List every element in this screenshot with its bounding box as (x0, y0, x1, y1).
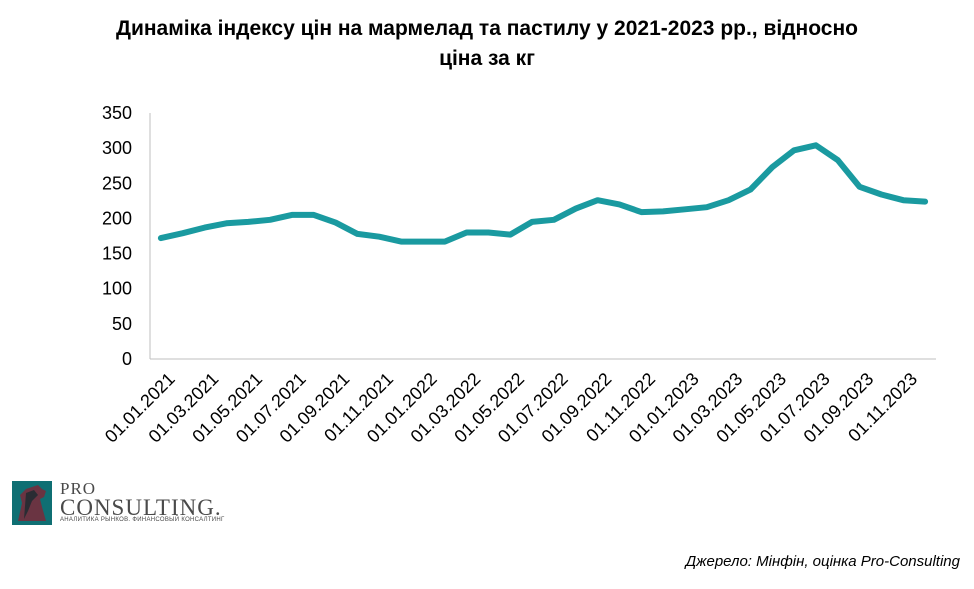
chart-title-line-2: ціна за кг (439, 47, 535, 70)
logo-tagline: АНАЛИТИКА РЫНКОВ. ФИНАНСОВЫЙ КОНСАЛТИНГ (60, 517, 225, 523)
series-line (157, 142, 929, 245)
horse-logo-icon (12, 481, 52, 525)
y-tick-label: 250 (102, 173, 132, 193)
y-tick-label: 0 (122, 349, 132, 369)
y-axis: 0 50 100 150 200 250 300 350 (102, 103, 151, 369)
chart-title-line-1: Динаміка індексу цін на мармелад та паст… (116, 17, 858, 40)
y-tick-label: 200 (102, 208, 132, 228)
x-axis: 01.01.202101.03.202101.05.202101.07.2021… (101, 358, 936, 447)
y-tick-label: 100 (102, 279, 132, 299)
y-tick-label: 350 (102, 103, 132, 123)
y-tick-label: 50 (112, 314, 132, 334)
y-tick-label: 150 (102, 244, 132, 264)
y-tick-label: 300 (102, 138, 132, 158)
logo-text-consulting: CONSULTING. (60, 495, 222, 520)
pro-consulting-logo: PRO CONSULTING. АНАЛИТИКА РЫНКОВ. ФИНАНС… (12, 479, 232, 527)
series-group (157, 142, 929, 245)
source-note: Джерело: Мінфін, оцінка Pro-Consulting (685, 553, 960, 570)
logo-text-pro: PRO (60, 479, 97, 498)
chart-title: Динаміка індексу цін на мармелад та паст… (0, 14, 974, 74)
